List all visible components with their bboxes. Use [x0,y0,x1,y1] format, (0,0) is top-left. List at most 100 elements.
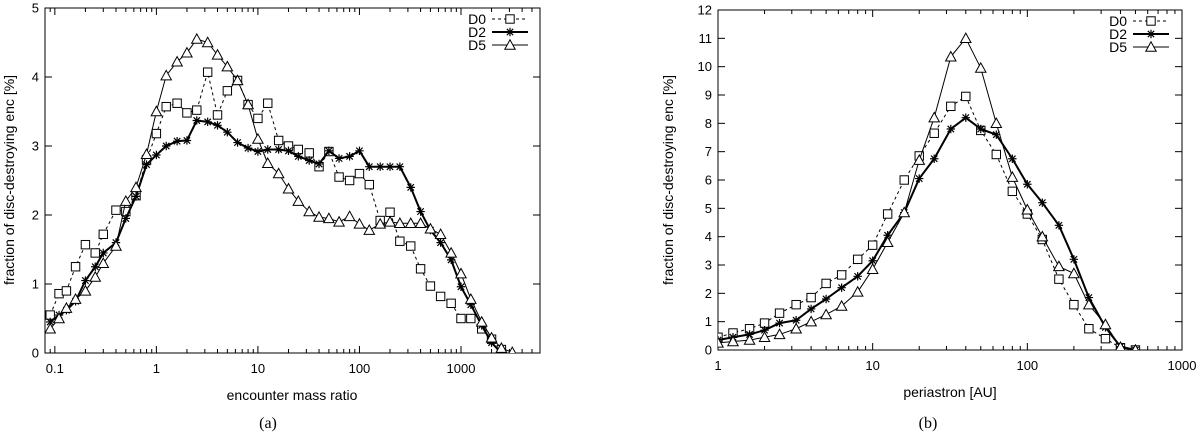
data-point-d5 [171,55,184,67]
data-point-d2 [121,214,131,223]
data-point-d5 [743,333,756,345]
data-point-d5 [190,32,203,44]
data-point-d2 [192,116,201,125]
data-point-d5 [353,217,366,229]
x-tick-label-a: 10 [251,361,265,376]
y-tick-label-a: 5 [32,1,39,16]
data-point-d0 [867,240,878,250]
data-point-d0 [263,98,273,108]
y-tick-label-b: 4 [705,229,712,244]
data-point-d5 [414,217,427,228]
data-point-d2 [930,154,939,163]
data-point-d5 [89,270,102,282]
data-point-d5 [231,74,244,86]
data-point-d2 [263,145,272,154]
data-point-d2 [162,141,171,151]
data-point-d0 [192,105,202,115]
data-point-d5 [292,194,305,206]
data-point-d5 [990,117,1003,129]
legend-marker-d5 [1144,40,1158,52]
data-point-d2 [305,156,314,165]
legend-label-d5: D5 [468,37,486,53]
data-point-d0 [98,229,108,240]
data-point-d0 [821,278,831,289]
data-point-d2 [837,283,846,292]
data-point-d2 [436,238,445,247]
data-point-d5 [150,105,163,117]
data-point-d0 [182,108,192,118]
data-point-d2 [253,147,263,156]
data-point-d0 [946,101,956,112]
data-point-d0 [344,175,355,186]
data-point-d5 [333,215,346,227]
data-point-d5 [312,210,326,222]
data-point-d5 [881,236,894,248]
data-point-d0 [70,262,81,272]
data-point-d5 [69,292,82,304]
data-point-d5 [343,210,356,222]
data-point-d5 [1131,343,1139,350]
data-point-d2 [868,256,877,265]
data-point-d5 [1099,318,1112,330]
data-point-d0 [456,313,466,324]
x-axis-label-a: encounter mass ratio [227,387,358,403]
y-tick-label-b: 3 [705,258,712,273]
data-point-d2 [406,183,415,192]
data-point-d2 [345,152,354,161]
y-tick-label-a: 4 [32,70,39,85]
y-tick-label-a: 1 [32,277,39,292]
data-point-d2 [294,152,303,161]
legend-marker-d0 [505,14,515,24]
data-point-d2 [961,113,970,122]
data-point-d2 [1084,293,1094,302]
data-point-d0 [1054,274,1064,284]
data-point-d5 [180,46,193,58]
data-point-d0 [172,98,182,108]
data-point-d5 [820,308,833,320]
data-point-d5 [79,284,92,296]
data-point-d2 [334,154,344,163]
data-point-d2 [487,338,496,347]
data-point-d5 [221,60,234,72]
y-tick-label-a: 3 [32,139,39,154]
x-tick-label-a: 1000 [447,361,476,376]
data-point-d2 [1038,198,1047,207]
data-point-d0 [1069,299,1079,310]
data-point-d5 [773,328,786,340]
data-point-d0 [161,101,171,112]
axes-a: 0.1 1 10 100 1000 0 1 2 3 4 5 [32,1,540,376]
data-point-d5 [129,181,143,193]
data-point-d5 [119,194,132,206]
data-point-d2 [142,160,151,169]
data-point-d5 [464,292,477,304]
series-line-d5 [718,37,1136,350]
data-point-d2 [760,325,769,335]
data-point-d0 [202,67,213,77]
data-point-d5 [45,322,57,334]
data-point-d0 [1100,333,1111,344]
data-point-d2 [91,262,100,271]
data-point-d2 [791,316,801,325]
data-point-d5 [1067,267,1080,279]
data-point-d5 [445,246,458,258]
series-group-a [45,32,517,353]
data-point-d2 [233,138,242,147]
data-point-d5 [404,217,417,228]
data-point-d0 [406,241,416,251]
data-point-d2 [1054,221,1064,230]
y-tick-label-b: 6 [705,173,712,188]
data-point-d5 [851,285,864,297]
data-point-d5 [790,322,803,334]
data-point-d5 [475,315,488,327]
data-point-d0 [90,248,100,258]
data-point-d2 [355,146,364,156]
data-point-d5 [393,217,406,228]
data-point-d0 [466,313,476,324]
data-point-d5 [928,111,941,123]
data-point-d2 [314,159,324,169]
data-point-d2 [375,162,385,171]
data-point-d0 [395,236,405,246]
data-point-d5 [944,50,957,62]
caption-a: (a) [259,415,277,432]
